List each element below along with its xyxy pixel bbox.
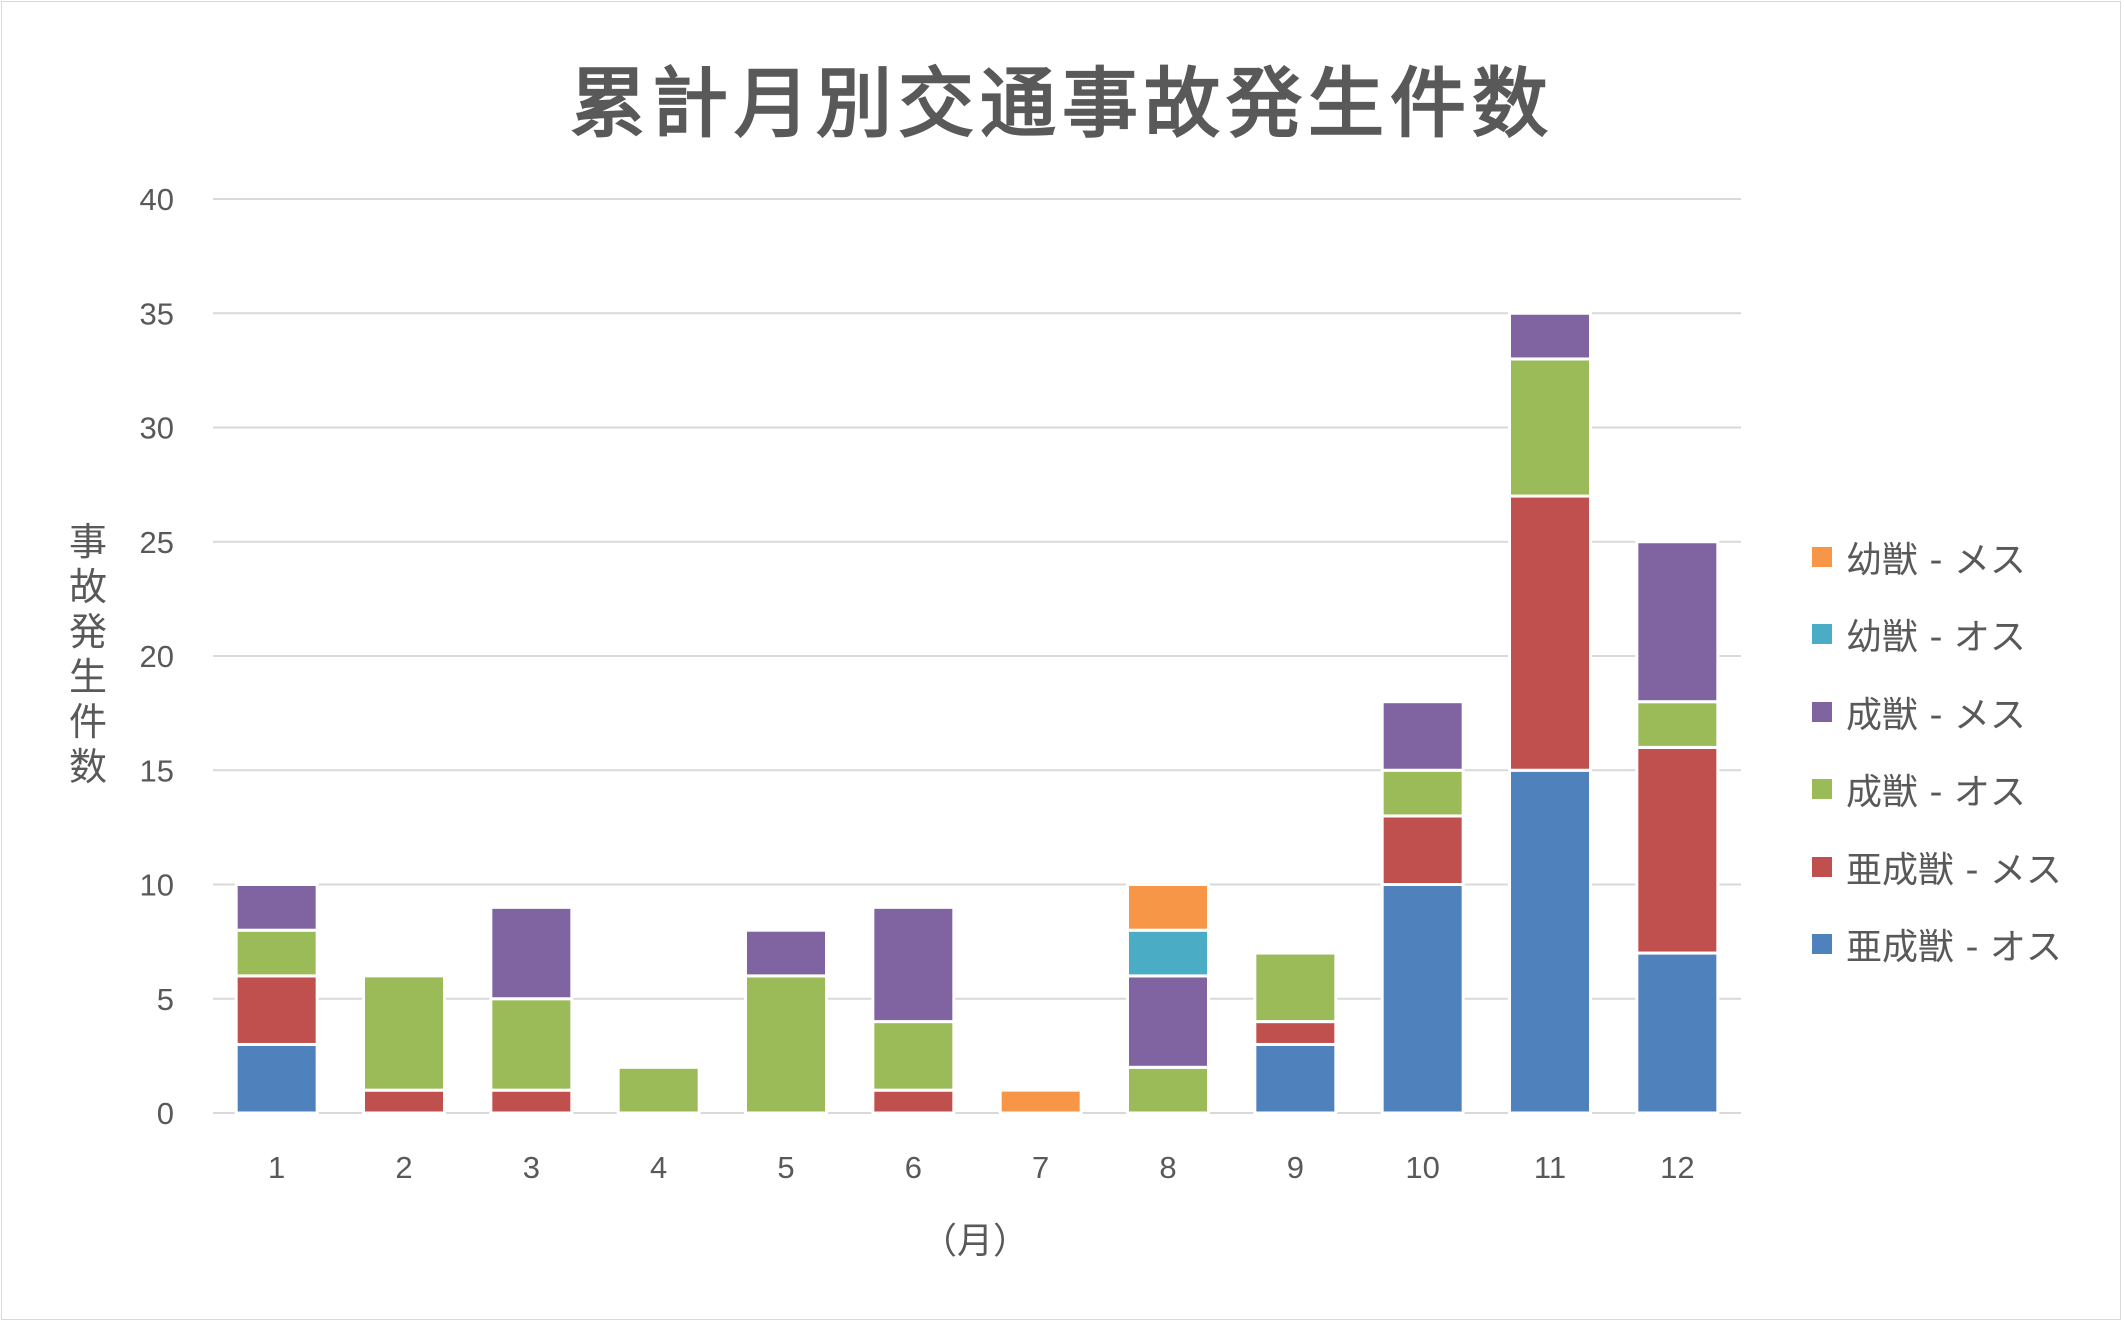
bar-segment [1508, 768, 1592, 1115]
bar-segment [489, 1088, 574, 1115]
legend: 幼獣 - メス 幼獣 - オス 成獣 - メス 成獣 - オス 亜成獣 - メス 亜成獣 … [1812, 518, 2062, 983]
y-tick-label: 10 [140, 868, 174, 903]
bar-segment [1635, 540, 1720, 704]
legend-label: 亜成獣 - メス [1846, 849, 2062, 891]
bar-segment [1508, 311, 1592, 361]
x-tick-label: 1 [268, 1150, 285, 1185]
y-tick-label: 15 [140, 753, 174, 788]
legend-item: 亜成獣 - オス [1812, 906, 2062, 984]
bar-segment [1253, 1042, 1338, 1115]
legend-swatch [1812, 624, 1832, 645]
legend-swatch [1812, 779, 1832, 800]
y-tick-label: 35 [140, 296, 174, 331]
bar-segment [1126, 1065, 1210, 1115]
legend-label: 成獣 - メス [1846, 694, 2026, 736]
legend-item: 幼獣 - メス [1812, 518, 2062, 596]
y-tick-label: 0 [157, 1096, 174, 1131]
bar-segment [1380, 883, 1465, 1115]
bar-segment [1508, 494, 1592, 772]
bar-segment [234, 883, 319, 932]
legend-swatch [1812, 546, 1832, 567]
bar-segment [489, 905, 574, 1001]
bar-segment [871, 1088, 956, 1115]
legend-label: 成獣 - オス [1846, 772, 2026, 814]
legend-item: 成獣 - オス [1812, 751, 2062, 829]
legend-item: 成獣 - メス [1812, 673, 2062, 751]
y-tick-label: 40 [140, 182, 174, 217]
y-tick-label: 30 [140, 411, 174, 446]
bar-segment [1635, 745, 1720, 955]
bar-segment [234, 1042, 319, 1115]
bar-segment [1635, 700, 1720, 749]
legend-label: 亜成獣 - オス [1846, 927, 2062, 969]
y-axis-label: 事故発生件数 [68, 520, 107, 789]
legend-item: 幼獣 - オス [1812, 596, 2062, 674]
chart-title: 累計月別交通事故発生件数 [570, 59, 1554, 148]
y-tick-label: 5 [157, 982, 174, 1017]
x-tick-label: 7 [1032, 1150, 1049, 1185]
bar-segment [1380, 700, 1465, 772]
bar-segment [1635, 951, 1720, 1115]
y-tick-label: 20 [140, 639, 174, 674]
legend-label: 幼獣 - メス [1846, 539, 2026, 581]
bar-segment [1253, 951, 1338, 1024]
bar-segment [744, 974, 828, 1115]
x-tick-label: 12 [1660, 1150, 1694, 1185]
legend-item: 亜成獣 - メス [1812, 828, 2062, 906]
bar-segment [1126, 974, 1210, 1069]
x-tick-label: 5 [777, 1150, 794, 1185]
x-tick-label: 10 [1405, 1150, 1439, 1185]
bar-segment [744, 928, 828, 978]
bar-segment [1380, 814, 1465, 887]
x-tick-label: 2 [395, 1150, 412, 1185]
bar-segment [362, 1088, 446, 1115]
x-tick-label: 3 [523, 1150, 540, 1185]
x-tick-label: 4 [650, 1150, 667, 1185]
legend-swatch [1812, 856, 1832, 877]
x-tick-label: 9 [1287, 1150, 1304, 1185]
bar-segment [362, 974, 446, 1092]
bar-segment [871, 905, 956, 1024]
y-tick-label: 25 [140, 525, 174, 560]
legend-label: 幼獣 - オス [1846, 617, 2026, 659]
bar-segment [1253, 1020, 1338, 1046]
legend-swatch [1812, 701, 1832, 722]
x-tick-label: 6 [905, 1150, 922, 1185]
x-tick-label: 11 [1534, 1150, 1566, 1185]
bar-segment [1126, 883, 1210, 932]
legend-swatch [1812, 934, 1832, 955]
bar-segment [234, 974, 319, 1046]
bar-segment [489, 997, 574, 1092]
bar-segment [234, 928, 319, 978]
bar-segment [616, 1065, 701, 1115]
bar-segment [1126, 928, 1210, 978]
x-tick-label: 8 [1159, 1150, 1176, 1185]
x-axis-label: （月） [920, 1221, 1029, 1262]
bar-segment [1508, 357, 1592, 498]
bar-segment [871, 1020, 956, 1092]
bar-segment [1380, 768, 1465, 818]
bar-segment [998, 1088, 1083, 1115]
